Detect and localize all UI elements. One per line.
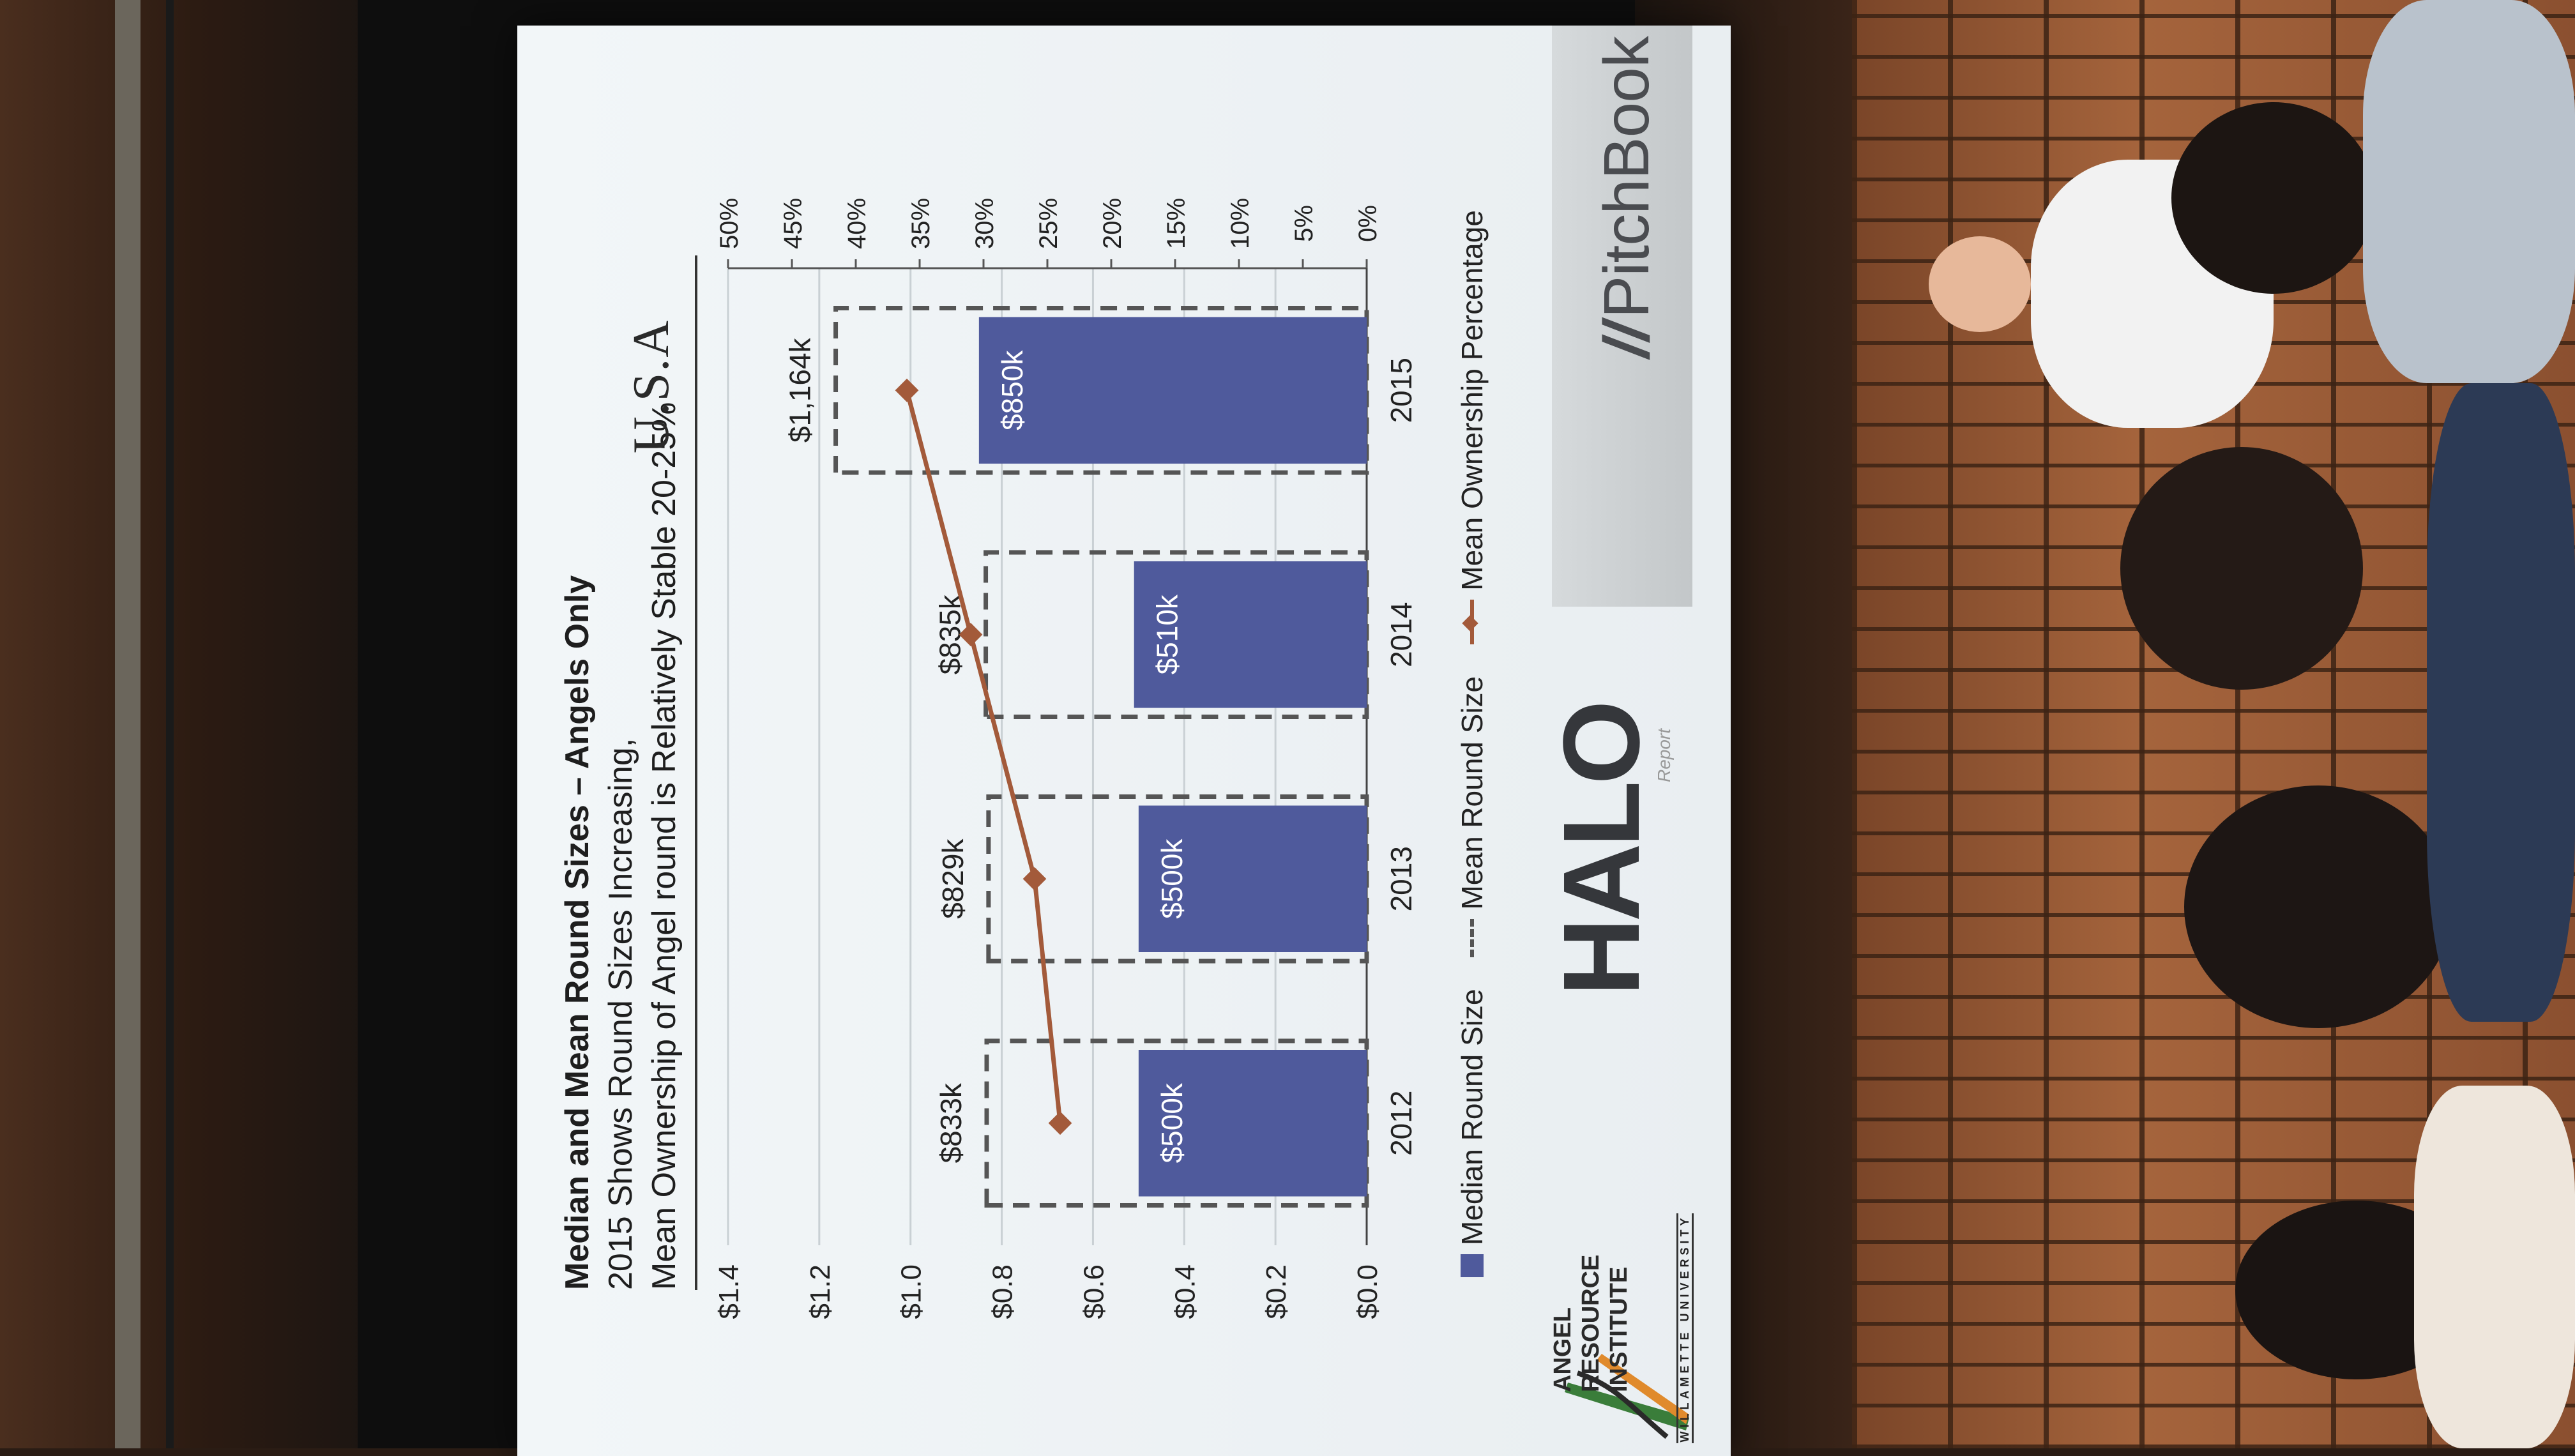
y-right-tick-label: 10% [1226, 198, 1254, 249]
audience-head [2171, 102, 2376, 294]
y-right-tick-label: 40% [843, 198, 871, 249]
median-round-label: $510k [1151, 594, 1184, 674]
legend-label-mean: Mean Round Size [1455, 676, 1489, 910]
y-right-tick-label: 5% [1290, 205, 1318, 242]
y-right-tick-label: 30% [971, 198, 999, 249]
y-right-tick-label: 45% [779, 198, 807, 249]
y-left-tick-label: $0.8 [987, 1264, 1019, 1319]
y-left-tick-label: $1.2 [805, 1264, 836, 1319]
median-round-bar [1134, 561, 1367, 708]
y-right-tick-label: 0% [1354, 205, 1382, 242]
legend-swatch-bar [1461, 1254, 1484, 1277]
y-left-tick-label: $1.0 [896, 1264, 927, 1319]
pitchbook-logo: // PitchBook [1590, 36, 1664, 358]
ownership-line [904, 390, 1063, 1124]
legend-label-ownership: Mean Ownership Percentage [1455, 210, 1489, 591]
mean-round-label: $829k [936, 838, 969, 919]
left-rail [115, 0, 141, 1448]
median-round-bar [1138, 1050, 1367, 1197]
left-rail-shadow [166, 0, 174, 1448]
y-right-tick-label: 15% [1162, 198, 1190, 249]
x-tick-label: 2013 [1385, 846, 1418, 911]
ownership-point [1048, 1111, 1072, 1135]
median-round-bar [978, 317, 1367, 464]
ownership-point [959, 623, 983, 647]
legend-swatch-line [1470, 599, 1474, 644]
ari-logo-text: ANGEL RESOURCE INSTITUTE [1549, 1254, 1632, 1392]
legend-item-median: Median Round Size [1455, 989, 1489, 1277]
x-tick-label: 2015 [1385, 358, 1418, 423]
x-tick-label: 2014 [1385, 602, 1418, 667]
angel-resource-institute-logo [1565, 1354, 1689, 1439]
presentation-slide: Median and Mean Round Sizes – Angels Onl… [517, 26, 1731, 1456]
y-left-tick-label: $0.4 [1169, 1264, 1201, 1319]
y-left-tick-label: $0.0 [1352, 1264, 1383, 1319]
audience-head [1929, 236, 2031, 332]
y-right-tick-label: 35% [907, 198, 935, 249]
legend-label-median: Median Round Size [1455, 989, 1489, 1245]
audience-body [2427, 383, 2575, 1022]
pitchbook-mark-icon: // [1591, 323, 1662, 358]
mean-round-label: $1,164k [784, 337, 817, 443]
round-size-chart: $0.0 $0.2 $0.4 $0.6 $0.8 $1.0 $1.2 $1.4 0% 5% 10% 1… [713, 198, 1418, 1319]
ari-logo-subtext: WILLAMETTE UNIVERSITY [1676, 1213, 1694, 1443]
median-round-label: $500k [1155, 838, 1189, 919]
ownership-point [895, 378, 919, 402]
halo-report-word: Report [1654, 728, 1674, 782]
halo-report-logo: HALO [1541, 704, 1662, 996]
x-tick-label: 2012 [1385, 1091, 1418, 1156]
audience-body [2363, 0, 2575, 383]
y-right-tick-label: 25% [1035, 198, 1063, 249]
mean-round-box [833, 306, 1369, 475]
y-left-tick-label: $0.6 [1078, 1264, 1109, 1319]
y-left-tick-label: $0.2 [1261, 1264, 1292, 1319]
audience-body [2414, 1086, 2575, 1448]
y-right-tick-label: 20% [1098, 198, 1127, 249]
y-right-tick-label: 50% [715, 198, 743, 249]
y-left-tick-label: $1.4 [713, 1264, 745, 1319]
chart-legend: Median Round Size Mean Round Size Mean O… [1443, 192, 1501, 1277]
legend-item-ownership: Mean Ownership Percentage [1455, 210, 1489, 644]
mean-round-label: $833k [934, 1082, 968, 1163]
ownership-point [1022, 867, 1047, 891]
median-round-label: $850k [996, 350, 1029, 430]
audience-head [2184, 785, 2452, 1028]
audience-head [2120, 447, 2363, 690]
median-round-label: $500k [1155, 1082, 1189, 1163]
median-round-bar [1138, 805, 1367, 952]
legend-swatch-dash [1470, 918, 1474, 957]
legend-item-mean: Mean Round Size [1455, 676, 1489, 957]
pitchbook-wordmark: PitchBook [1591, 36, 1662, 319]
